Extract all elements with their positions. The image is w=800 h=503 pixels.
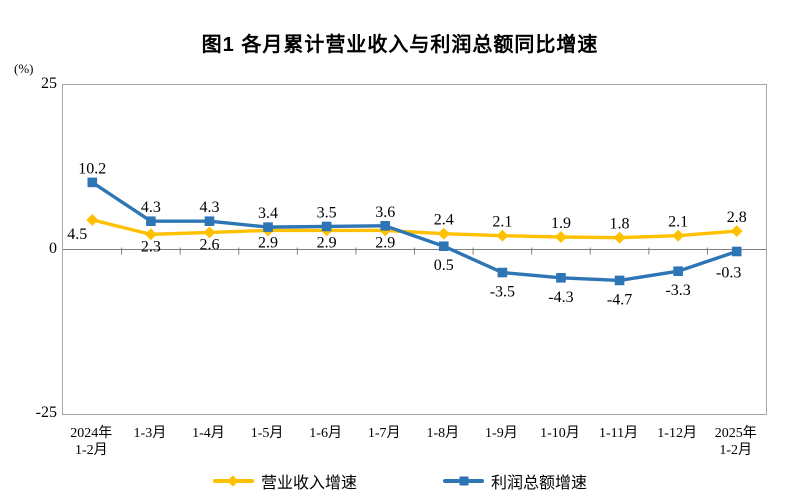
diamond-marker-icon bbox=[227, 475, 240, 487]
diamond-marker-icon bbox=[672, 229, 685, 242]
data-point-label: 3.5 bbox=[317, 204, 337, 221]
data-point-label: 4.5 bbox=[67, 226, 87, 243]
legend-label: 利润总额增速 bbox=[491, 475, 588, 492]
square-marker-icon bbox=[497, 267, 508, 278]
square-marker-icon bbox=[204, 216, 215, 227]
profit-growth-line bbox=[90, 180, 739, 283]
data-point-label: 2.1 bbox=[492, 214, 512, 231]
chart-canvas: 4.5 2.3 2.6 2.9 2.9 2.9 2.4 2.1 1.9 1.8 2.1 2.8 10.2… bbox=[63, 160, 766, 308]
x-axis-label: 1-9月 bbox=[485, 426, 518, 441]
data-point-label: 2.1 bbox=[668, 214, 688, 231]
data-point-label: 2.8 bbox=[727, 209, 747, 226]
square-marker-icon bbox=[146, 216, 156, 227]
x-axis-label: 1-3月 bbox=[133, 426, 167, 441]
square-marker-icon bbox=[87, 177, 98, 188]
data-point-label: -3.3 bbox=[665, 282, 690, 299]
diamond-marker-icon bbox=[144, 228, 157, 241]
diamond-marker-icon bbox=[555, 231, 567, 243]
x-axis-label: 2025年 1-2月 bbox=[714, 426, 757, 458]
legend-item-profit: 利润总额增速 bbox=[443, 469, 587, 493]
diamond-marker-icon bbox=[437, 227, 450, 240]
plot-area: 4.5 2.3 2.6 2.9 2.9 2.9 2.4 2.1 1.9 1.8 2.1 2.8 10.2… bbox=[62, 84, 767, 415]
diamond-marker-icon bbox=[496, 229, 509, 242]
data-point-label: 1.9 bbox=[551, 215, 571, 232]
data-point-label: 2.3 bbox=[141, 238, 161, 255]
square-marker-icon bbox=[321, 221, 332, 232]
y-axis-tick-0: 0 bbox=[49, 240, 57, 257]
legend-label: 营业收入增速 bbox=[260, 475, 357, 492]
diamond-marker-icon bbox=[203, 226, 216, 239]
square-marker-icon bbox=[380, 221, 391, 231]
diamond-marker-icon bbox=[86, 213, 99, 226]
diamond-marker-icon bbox=[730, 225, 743, 238]
x-axis-label: 2024年 1-2月 bbox=[70, 426, 113, 458]
data-point-label: 2.6 bbox=[199, 236, 219, 253]
data-point-label: 10.2 bbox=[78, 160, 106, 177]
y-axis-tick-neg25: -25 bbox=[35, 404, 57, 421]
x-axis-label: 1-8月 bbox=[426, 426, 460, 441]
square-marker-icon bbox=[731, 246, 742, 257]
square-marker-icon bbox=[614, 275, 625, 286]
diamond-marker-icon bbox=[613, 231, 626, 244]
data-point-label: -0.3 bbox=[716, 264, 741, 281]
square-marker-icon bbox=[556, 272, 566, 283]
revenue-growth-line bbox=[90, 218, 739, 240]
square-marker-icon bbox=[263, 222, 273, 232]
data-point-label: 0.5 bbox=[434, 257, 454, 274]
legend-line-swatch bbox=[443, 476, 484, 486]
data-point-label: 3.4 bbox=[258, 205, 278, 222]
x-axis-label: 1-10月 bbox=[540, 426, 580, 441]
data-point-label: -3.5 bbox=[490, 284, 515, 301]
data-point-label: 1.8 bbox=[610, 216, 630, 233]
square-marker-icon bbox=[438, 241, 449, 252]
data-point-label: 3.6 bbox=[375, 204, 395, 221]
y-axis-unit-label: (%) bbox=[14, 61, 34, 76]
x-axis-label: 1-5月 bbox=[250, 426, 284, 441]
chart-title: 图1 各月累计营业收入与利润总额同比增速 bbox=[201, 34, 599, 56]
square-marker-icon bbox=[673, 266, 683, 277]
data-point-label: -4.3 bbox=[548, 289, 573, 306]
legend-line-swatch bbox=[212, 475, 254, 487]
data-point-label: 4.3 bbox=[199, 199, 219, 216]
y-axis-tick-25: 25 bbox=[41, 75, 57, 92]
data-point-label: 2.9 bbox=[317, 234, 337, 251]
x-axis-label: 1-12月 bbox=[657, 426, 697, 441]
data-point-label: 2.4 bbox=[434, 212, 454, 229]
square-marker-icon bbox=[459, 476, 468, 486]
data-point-label: 2.9 bbox=[258, 234, 278, 251]
legend: 营业收入增速 利润总额增速 bbox=[0, 469, 800, 493]
x-axis-label: 1-11月 bbox=[598, 426, 639, 441]
legend-item-revenue: 营业收入增速 bbox=[212, 469, 357, 493]
data-point-label: 2.9 bbox=[375, 234, 395, 251]
data-point-label: -4.7 bbox=[607, 291, 632, 308]
data-point-label: 4.3 bbox=[141, 199, 161, 216]
x-axis-label: 1-6月 bbox=[309, 426, 342, 441]
x-axis-label: 1-7月 bbox=[367, 426, 401, 441]
x-axis-label: 1-4月 bbox=[192, 426, 225, 441]
